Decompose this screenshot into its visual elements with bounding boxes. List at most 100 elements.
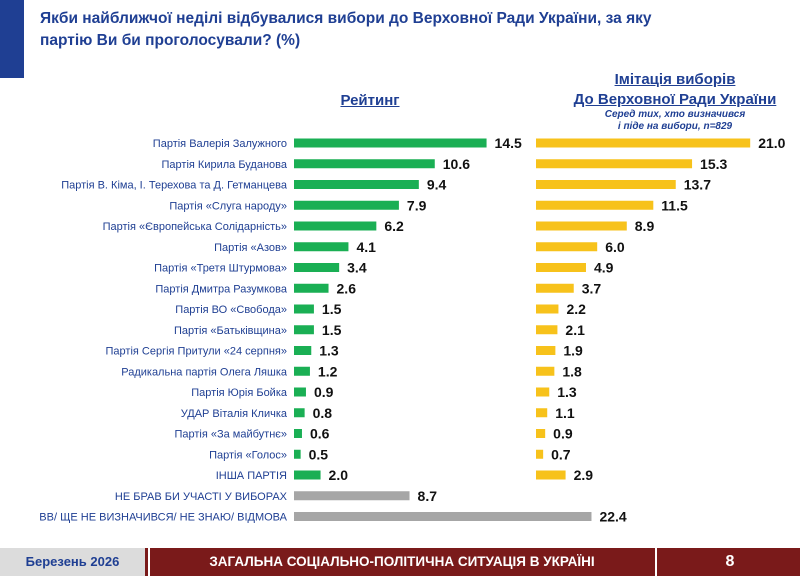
simulation-bar <box>536 387 550 397</box>
simulation-value-label: 13.7 <box>684 177 711 193</box>
category-label: Партія «Азов» <box>214 242 287 254</box>
category-label: ВВ/ ЩЕ НЕ ВИЗНАЧИВСЯ/ НЕ ЗНАЮ/ ВІДМОВА <box>39 512 287 524</box>
category-label: Партія ВО «Свобода» <box>175 304 287 316</box>
simulation-value-label: 2.1 <box>565 322 585 338</box>
category-label: Партія «Батьківщина» <box>174 325 287 337</box>
simulation-bar <box>536 325 558 335</box>
simulation-bar <box>536 138 751 148</box>
title-accent-bar <box>0 0 24 78</box>
simulation-bar <box>536 408 548 418</box>
simulation-bar <box>536 283 574 293</box>
simulation-value-label: 4.9 <box>594 260 614 276</box>
simulation-value-label: 2.9 <box>574 467 594 483</box>
simulation-value-label: 6.0 <box>605 239 625 255</box>
simulation-value-label: 0.7 <box>551 446 571 462</box>
rating-bar <box>294 138 487 148</box>
rating-value-label: 0.5 <box>309 446 329 462</box>
simulation-value-label: 1.8 <box>562 363 582 379</box>
rating-bar <box>294 491 410 501</box>
simulation-subtitle-line-2: і піде на вибори, n=829 <box>617 121 733 132</box>
footer-divider <box>148 548 150 576</box>
category-label: Партія Кирила Буданова <box>162 159 288 171</box>
simulation-value-label: 1.3 <box>557 384 577 400</box>
simulation-bar <box>536 263 586 272</box>
rating-bar <box>294 283 329 293</box>
simulation-value-label: 8.9 <box>635 218 655 234</box>
simulation-value-label: 15.3 <box>700 156 727 172</box>
rating-value-label: 0.6 <box>310 426 330 442</box>
category-label: Партія Валерія Залужного <box>153 138 287 150</box>
category-label: УДАР Віталія Кличка <box>181 408 288 420</box>
rating-bar <box>294 304 314 314</box>
bar-charts: Партія Валерія Залужного 14.5 Партія Кирил… <box>39 135 785 525</box>
category-label: НЕ БРАВ БИ УЧАСТІ У ВИБОРАХ <box>115 491 288 503</box>
simulation-subtitle: Серед тих, хто визначився і піде на вибо… <box>580 109 770 133</box>
simulation-bar <box>536 304 559 314</box>
simulation-column-title: Імітація виборів До Верховної Ради Украї… <box>560 70 790 110</box>
simulation-value-label: 21.0 <box>758 135 785 151</box>
rating-value-label: 3.4 <box>347 260 367 276</box>
category-label: Партія В. Кіма, І. Терехова та Д. Гетман… <box>61 180 288 192</box>
simulation-value-label: 11.5 <box>661 197 688 213</box>
simulation-bar <box>536 242 598 252</box>
rating-bar <box>294 200 399 210</box>
rating-value-label: 6.2 <box>384 218 404 234</box>
category-label: Партія «Європейська Солідарність» <box>103 221 287 233</box>
simulation-title-line-1: Імітація виборів <box>614 71 736 88</box>
simulation-bar <box>536 470 566 480</box>
rating-value-label: 9.4 <box>427 177 447 193</box>
footer-title: ЗАГАЛЬНА СОЦІАЛЬНО-ПОЛІТИЧНА СИТУАЦІЯ В … <box>209 554 595 569</box>
page-title: Якби найближчої неділі відбувалися вибор… <box>40 10 652 49</box>
category-label: Радикальна партія Олега Ляшка <box>121 366 288 378</box>
simulation-value-label: 0.9 <box>553 426 573 442</box>
rating-value-label: 8.7 <box>418 488 438 504</box>
simulation-bar <box>536 346 556 355</box>
rating-bar <box>294 159 435 169</box>
rating-value-label: 2.0 <box>329 467 349 483</box>
category-label: Партія Юрія Бойка <box>191 387 288 399</box>
simulation-bar <box>536 366 555 376</box>
rating-value-label: 7.9 <box>407 197 427 213</box>
rating-value-label: 1.5 <box>322 301 342 317</box>
simulation-value-label: 1.9 <box>563 343 583 359</box>
rating-bar <box>294 221 377 231</box>
rating-value-label: 22.4 <box>599 509 626 525</box>
simulation-title-line-2: До Верховної Ради України <box>573 91 777 108</box>
category-label: Партія Сергія Притули «24 серпня» <box>106 346 288 358</box>
simulation-subtitle-line-1: Серед тих, хто визначився <box>604 109 746 120</box>
rating-value-label: 10.6 <box>443 156 470 172</box>
rating-value-label: 14.5 <box>495 135 522 151</box>
rating-bar <box>294 387 306 397</box>
simulation-bar <box>536 159 693 169</box>
footer-divider <box>655 548 657 576</box>
footer-date: Березень 2026 <box>0 548 145 576</box>
rating-bar <box>294 346 312 355</box>
category-label: Партія «Третя Штурмова» <box>154 263 287 275</box>
rating-bar <box>294 408 305 418</box>
simulation-bar <box>536 200 654 210</box>
rating-value-label: 4.1 <box>356 239 376 255</box>
rating-bar <box>294 242 349 252</box>
category-label: Партія «Голос» <box>209 449 287 461</box>
simulation-bar <box>536 449 544 459</box>
rating-bar <box>294 325 314 335</box>
category-label: Партія «Слуга народу» <box>169 200 287 212</box>
rating-bar <box>294 470 321 480</box>
page-number: 8 <box>725 553 735 570</box>
simulation-bar <box>536 429 546 438</box>
category-label: ІНША ПАРТІЯ <box>216 470 287 482</box>
rating-bar <box>294 512 592 521</box>
simulation-bar <box>536 180 676 189</box>
simulation-bar <box>536 221 627 231</box>
rating-value-label: 1.3 <box>319 343 339 359</box>
rating-value-label: 0.9 <box>314 384 334 400</box>
rating-bar <box>294 449 301 459</box>
rating-value-label: 1.2 <box>318 363 338 379</box>
category-label: Партія Дмитра Разумкова <box>155 283 287 295</box>
rating-value-label: 1.5 <box>322 322 342 338</box>
rating-value-label: 0.8 <box>313 405 333 421</box>
rating-column-title: Рейтинг <box>340 92 400 109</box>
category-label: Партія «За майбутнє» <box>174 429 287 441</box>
simulation-value-label: 2.2 <box>566 301 586 317</box>
simulation-value-label: 3.7 <box>582 280 602 296</box>
